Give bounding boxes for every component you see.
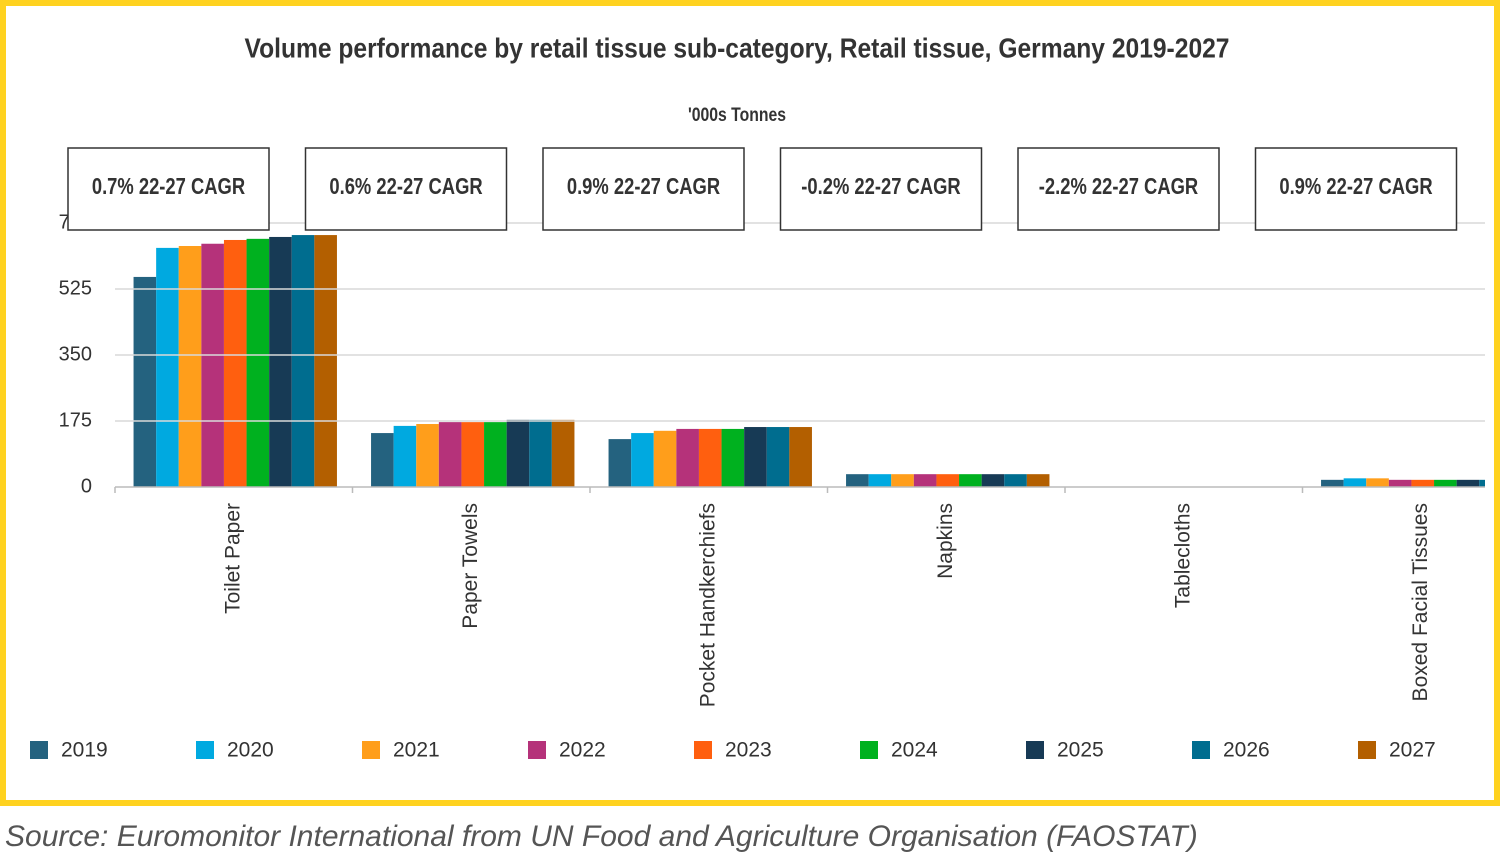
bar bbox=[1411, 479, 1435, 487]
legend-label: 2019 bbox=[61, 739, 108, 762]
bar bbox=[891, 474, 914, 487]
legend-label: 2020 bbox=[227, 739, 274, 762]
bar bbox=[698, 428, 722, 487]
legend-swatch bbox=[30, 741, 48, 759]
legend-label: 2023 bbox=[725, 739, 772, 762]
bar bbox=[393, 425, 417, 487]
annotation-box bbox=[779, 147, 983, 231]
bar bbox=[1434, 479, 1457, 487]
bar bbox=[766, 427, 790, 487]
x-tick-label: Pocket Handkerchiefs bbox=[696, 503, 719, 707]
bar bbox=[1321, 479, 1344, 487]
bar bbox=[246, 238, 270, 487]
annotation: 0.9% 22-27 CAGR bbox=[1279, 174, 1432, 199]
bar bbox=[1343, 478, 1367, 487]
bar bbox=[416, 424, 439, 487]
legend-swatch bbox=[1026, 741, 1044, 759]
bar bbox=[133, 276, 157, 487]
bar bbox=[529, 419, 552, 487]
bar bbox=[371, 433, 394, 487]
bar bbox=[981, 474, 1005, 487]
bar bbox=[156, 247, 179, 487]
bar bbox=[291, 235, 315, 487]
plot-area bbox=[133, 235, 1485, 487]
bar bbox=[1004, 474, 1027, 487]
bar bbox=[506, 419, 530, 487]
source-note: Source: Euromonitor International from U… bbox=[5, 820, 1198, 852]
chart-subtitle: '000s Tonnes bbox=[688, 105, 786, 126]
legend-label: 2026 bbox=[1223, 739, 1270, 762]
annotation-box bbox=[1017, 147, 1220, 231]
bar bbox=[959, 474, 982, 487]
legend-swatch bbox=[1192, 741, 1210, 759]
bar bbox=[461, 422, 485, 487]
y-tick-label: 175 bbox=[59, 409, 92, 431]
bar bbox=[269, 236, 292, 487]
legend-swatch bbox=[860, 741, 878, 759]
x-tick-label: Tablecloths bbox=[1171, 503, 1194, 608]
bar bbox=[653, 430, 677, 487]
y-tick-label: 350 bbox=[59, 343, 92, 365]
bar bbox=[1388, 479, 1412, 487]
annotation: 0.9% 22-27 CAGR bbox=[567, 174, 720, 199]
legend-swatch bbox=[1358, 741, 1376, 759]
bar bbox=[1479, 479, 1485, 487]
annotation-box bbox=[1254, 147, 1458, 231]
bar bbox=[1366, 478, 1389, 487]
legend-swatch bbox=[362, 741, 380, 759]
legend-label: 2024 bbox=[891, 739, 938, 762]
annotation-box bbox=[542, 147, 745, 231]
annotation: 0.6% 22-27 CAGR bbox=[329, 174, 482, 199]
bar bbox=[868, 474, 892, 487]
x-tick-label: Napkins bbox=[934, 503, 957, 579]
bar bbox=[846, 474, 869, 487]
y-tick-label: 0 bbox=[81, 475, 92, 497]
bar bbox=[438, 422, 462, 487]
chart-title: Volume performance by retail tissue sub-… bbox=[245, 32, 1230, 63]
bar bbox=[201, 243, 224, 487]
bar bbox=[484, 422, 507, 487]
annotation: 0.7% 22-27 CAGR bbox=[92, 174, 245, 199]
legend-label: 2021 bbox=[393, 739, 440, 762]
legend-label: 2025 bbox=[1057, 739, 1104, 762]
bar bbox=[223, 239, 247, 487]
bar bbox=[721, 428, 745, 487]
annotation: -2.2% 22-27 CAGR bbox=[1039, 174, 1198, 199]
legend-label: 2022 bbox=[559, 739, 606, 762]
bar bbox=[551, 419, 575, 487]
annotation: -0.2% 22-27 CAGR bbox=[801, 174, 960, 199]
bar bbox=[913, 474, 937, 487]
bar bbox=[631, 433, 654, 487]
legend-label: 2027 bbox=[1389, 739, 1436, 762]
bar bbox=[1026, 474, 1050, 487]
bar bbox=[936, 474, 960, 487]
legend-swatch bbox=[528, 741, 546, 759]
legend-swatch bbox=[196, 741, 214, 759]
legend-swatch bbox=[694, 741, 712, 759]
bar bbox=[178, 246, 202, 487]
bar bbox=[676, 428, 699, 487]
annotation-box bbox=[304, 147, 508, 231]
x-tick-label: Paper Towels bbox=[459, 503, 482, 629]
bar bbox=[789, 427, 812, 487]
bar bbox=[744, 427, 767, 487]
bar bbox=[314, 235, 337, 487]
x-tick-label: Toilet Paper bbox=[221, 503, 244, 614]
bar bbox=[608, 439, 632, 487]
x-tick-label: Boxed Facial Tissues bbox=[1409, 503, 1432, 701]
annotation-box bbox=[67, 147, 270, 231]
bar bbox=[1456, 479, 1480, 487]
y-tick-label: 525 bbox=[59, 277, 92, 299]
